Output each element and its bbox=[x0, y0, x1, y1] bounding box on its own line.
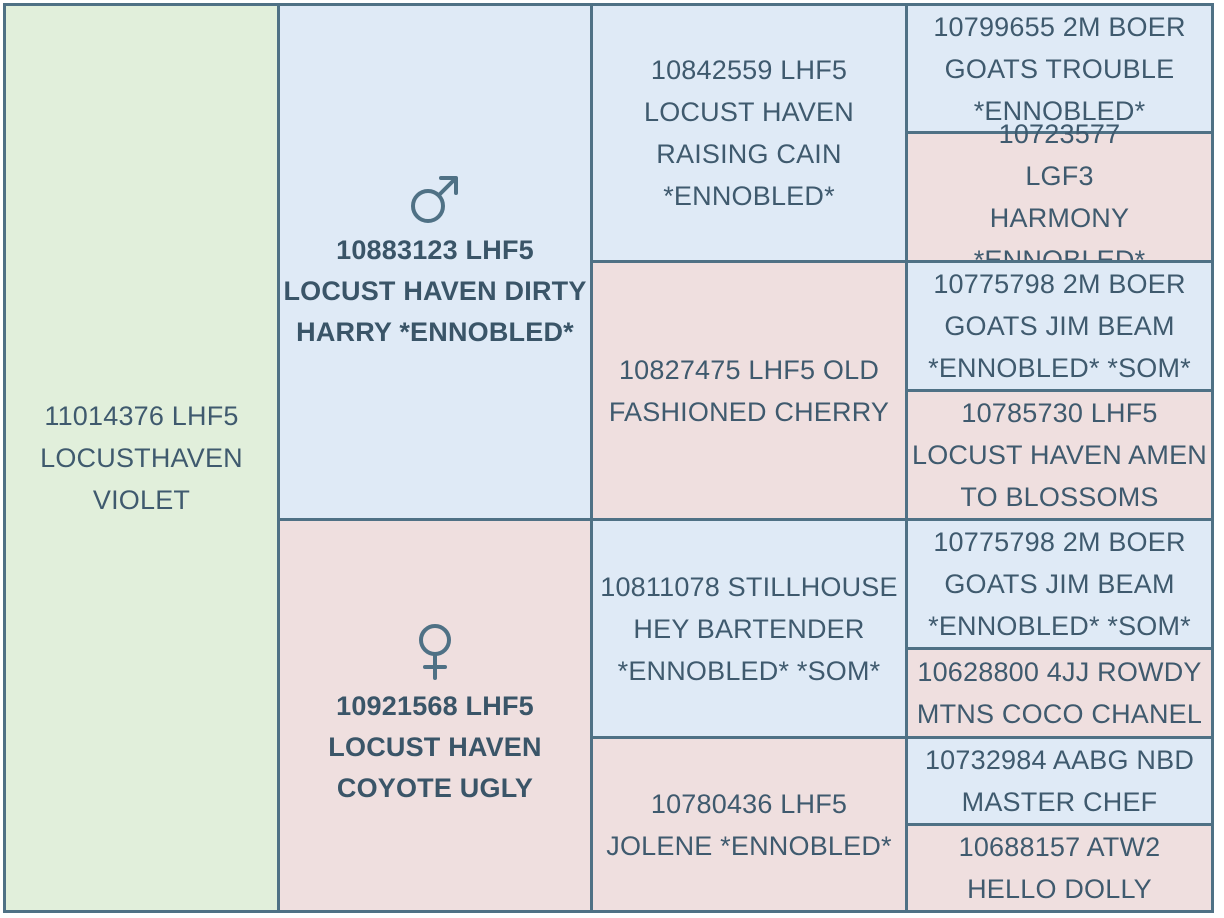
great-grandparent-1-cell[interactable]: 10799655 2M BOER GOATS TROUBLE *ENNOBLED… bbox=[905, 3, 1214, 134]
dam-cell[interactable]: 10921568 LHF5 LOCUST HAVEN COYOTE UGLY bbox=[277, 518, 593, 913]
subject-cell[interactable]: 11014376 LHF5 LOCUSTHAVEN VIOLET bbox=[3, 3, 280, 913]
dam-dam-cell[interactable]: 10780436 LHF5 JOLENE *ENNOBLED* bbox=[590, 736, 908, 913]
dam-sire-name: 10811078 STILLHOUSE HEY BARTENDER *ENNOB… bbox=[600, 571, 898, 686]
great-grandparent-2-name: 10723577 LGF3 HARMONY *ENNOBLED* bbox=[974, 119, 1145, 275]
great-grandparent-4-cell[interactable]: 10785730 LHF5 LOCUST HAVEN AMEN TO BLOSS… bbox=[905, 389, 1214, 521]
dam-dam-name: 10780436 LHF5 JOLENE *ENNOBLED* bbox=[606, 788, 892, 861]
great-grandparent-7-name: 10732984 AABG NBD MASTER CHEF bbox=[924, 745, 1195, 817]
great-grandparent-5-name: 10775798 2M BOER GOATS JIM BEAM *ENNOBLE… bbox=[928, 527, 1191, 641]
great-grandparent-3-cell[interactable]: 10775798 2M BOER GOATS JIM BEAM *ENNOBLE… bbox=[905, 260, 1214, 392]
great-grandparent-1-name: 10799655 2M BOER GOATS TROUBLE *ENNOBLED… bbox=[933, 11, 1186, 126]
great-grandparent-5-cell[interactable]: 10775798 2M BOER GOATS JIM BEAM *ENNOBLE… bbox=[905, 518, 1214, 650]
sire-sire-cell[interactable]: 10842559 LHF5 LOCUST HAVEN RAISING CAIN … bbox=[590, 3, 908, 263]
great-grandparent-2-cell[interactable]: 10723577 LGF3 HARMONY *ENNOBLED* bbox=[905, 119, 1214, 275]
great-grandparent-7-cell[interactable]: 10732984 AABG NBD MASTER CHEF bbox=[905, 736, 1214, 826]
female-symbol-icon bbox=[415, 622, 455, 682]
dam-name: 10921568 LHF5 LOCUST HAVEN COYOTE UGLY bbox=[328, 691, 542, 803]
male-symbol-icon bbox=[408, 172, 462, 226]
sire-name: 10883123 LHF5 LOCUST HAVEN DIRTY HARRY *… bbox=[283, 234, 587, 347]
great-grandparent-8-cell[interactable]: 10688157 ATW2 HELLO DOLLY bbox=[905, 823, 1214, 913]
great-grandparent-8-name: 10688157 ATW2 HELLO DOLLY bbox=[958, 832, 1161, 904]
sire-sire-name: 10842559 LHF5 LOCUST HAVEN RAISING CAIN … bbox=[644, 55, 854, 211]
subject-name: 11014376 LHF5 LOCUSTHAVEN VIOLET bbox=[40, 401, 243, 515]
great-grandparent-6-cell[interactable]: 10628800 4JJ ROWDY MTNS COCO CHANEL bbox=[905, 647, 1214, 739]
great-grandparent-4-name: 10785730 LHF5 LOCUST HAVEN AMEN TO BLOSS… bbox=[912, 398, 1207, 512]
sire-dam-name: 10827475 LHF5 OLD FASHIONED CHERRY bbox=[608, 354, 890, 427]
sire-dam-cell[interactable]: 10827475 LHF5 OLD FASHIONED CHERRY bbox=[590, 260, 908, 521]
great-grandparent-3-name: 10775798 2M BOER GOATS JIM BEAM *ENNOBLE… bbox=[928, 269, 1191, 383]
great-grandparent-6-name: 10628800 4JJ ROWDY MTNS COCO CHANEL bbox=[916, 657, 1203, 729]
dam-sire-cell[interactable]: 10811078 STILLHOUSE HEY BARTENDER *ENNOB… bbox=[590, 518, 908, 739]
sire-cell[interactable]: 10883123 LHF5 LOCUST HAVEN DIRTY HARRY *… bbox=[277, 3, 593, 521]
